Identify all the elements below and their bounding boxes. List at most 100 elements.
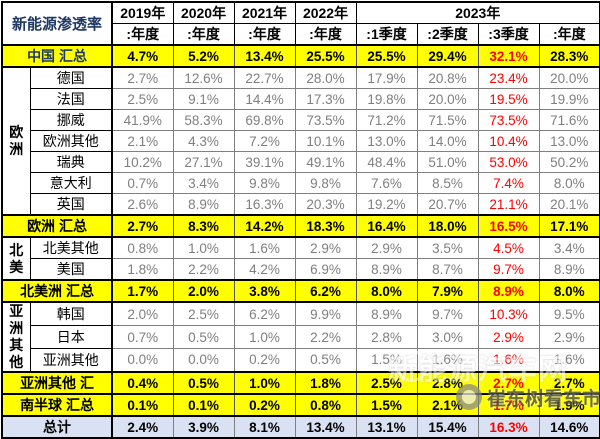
- value-cell-north-america-other-1: 1.0%: [172, 236, 235, 259]
- row-label-asia-other: 亚洲其他: [29, 347, 114, 373]
- value-cell-italy-2: 9.8%: [233, 172, 296, 194]
- row-label-southern-hemisphere-total: 南半球 汇总: [1, 393, 114, 417]
- row-label-china-total: 中国 汇总: [1, 44, 114, 68]
- value-cell-uk-2: 16.3%: [233, 193, 296, 216]
- value-cell-usa-2: 4.2%: [233, 258, 296, 281]
- year-header-2020: 2020年: [172, 1, 235, 24]
- value-cell-italy-7: 8.0%: [538, 172, 600, 194]
- value-cell-sweden-3: 49.1%: [294, 151, 357, 173]
- value-cell-north-america-other-0: 0.8%: [111, 236, 174, 259]
- value-cell-china-total-1: 5.2%: [172, 44, 235, 68]
- value-cell-italy-4: 7.6%: [355, 172, 418, 194]
- value-cell-norway-1: 58.3%: [172, 109, 235, 131]
- row-label-germany: 德国: [29, 66, 114, 89]
- region-group-label-korea: 亚洲其他: [1, 301, 31, 373]
- table-body: 中国 汇总 4.7% 5.2% 13.4% 25.5% 25.5% 29.4% 32.1% 28…: [1, 44, 600, 439]
- value-cell-southern-hemisphere-total-4: 1.5%: [355, 393, 418, 417]
- value-cell-japan-6: 2.9%: [477, 325, 540, 349]
- value-cell-grand-total-3: 13.4%: [294, 415, 357, 439]
- value-cell-europe-total-1: 8.3%: [172, 214, 235, 238]
- header-row-years: 新能源渗透率 2019年 2020年 2021年 2022年 2023年: [1, 1, 600, 46]
- value-cell-asia-other-total-2: 1.0%: [233, 371, 296, 395]
- table-title: 新能源渗透率: [1, 1, 114, 46]
- value-cell-europe-other-0: 2.1%: [111, 130, 174, 152]
- value-cell-grand-total-2: 8.1%: [233, 415, 296, 439]
- period-header: :2季度: [416, 23, 479, 46]
- value-cell-china-total-2: 13.4%: [233, 44, 296, 68]
- value-cell-usa-6: 9.7%: [477, 258, 540, 281]
- table-row-europe-total: 欧洲 汇总 2.7% 8.3% 14.2% 18.3% 16.4% 18.0% 16.5% 17…: [1, 214, 600, 238]
- value-cell-germany-0: 2.7%: [111, 66, 174, 89]
- value-cell-southern-hemisphere-total-2: 0.2%: [233, 393, 296, 417]
- value-cell-europe-other-6: 10.4%: [477, 130, 540, 152]
- period-header: :年度: [111, 23, 174, 46]
- table-row-southern-hemisphere-total: 南半球 汇总 0.1% 0.1% 0.2% 0.8% 1.5% 2.1% 1.7% 1.9%: [1, 393, 600, 417]
- value-cell-southern-hemisphere-total-5: 2.1%: [416, 393, 479, 417]
- value-cell-europe-total-6: 16.5%: [477, 214, 540, 238]
- value-cell-china-total-7: 28.3%: [538, 44, 600, 68]
- value-cell-uk-6: 21.1%: [477, 193, 540, 216]
- value-cell-uk-1: 8.9%: [172, 193, 235, 216]
- value-cell-southern-hemisphere-total-0: 0.1%: [111, 393, 174, 417]
- value-cell-europe-other-7: 13.0%: [538, 130, 600, 152]
- table-row-italy: 意大利 0.7% 3.4% 9.8% 9.8% 7.6% 8.5% 7.4% 8.0%: [2, 172, 600, 194]
- value-cell-norway-6: 73.5%: [477, 109, 540, 131]
- value-cell-italy-3: 9.8%: [294, 172, 357, 194]
- row-label-italy: 意大利: [29, 172, 114, 194]
- value-cell-europe-other-5: 14.0%: [416, 130, 479, 152]
- value-cell-japan-0: 0.7%: [111, 325, 174, 349]
- table-row-grand-total: 总计 2.4% 3.9% 8.1% 13.4% 13.1% 15.4% 16.3% 14.6%: [1, 415, 600, 439]
- value-cell-north-america-other-6: 4.5%: [477, 236, 540, 259]
- value-cell-southern-hemisphere-total-3: 0.8%: [294, 393, 357, 417]
- value-cell-sweden-7: 50.2%: [538, 151, 600, 173]
- value-cell-north-america-total-4: 8.0%: [355, 279, 418, 303]
- row-label-north-america-other: 北美其他: [29, 236, 114, 259]
- value-cell-korea-4: 8.9%: [355, 301, 418, 327]
- value-cell-japan-5: 3.0%: [416, 325, 479, 349]
- value-cell-usa-1: 2.2%: [172, 258, 235, 281]
- period-header: :3季度: [477, 23, 540, 46]
- value-cell-north-america-total-2: 3.8%: [233, 279, 296, 303]
- value-cell-norway-0: 41.9%: [111, 109, 174, 131]
- value-cell-italy-5: 8.5%: [416, 172, 479, 194]
- value-cell-north-america-other-4: 2.9%: [355, 236, 418, 259]
- row-label-korea: 韩国: [29, 301, 114, 327]
- value-cell-north-america-other-3: 2.9%: [294, 236, 357, 259]
- value-cell-korea-0: 2.0%: [111, 301, 174, 327]
- value-cell-grand-total-0: 2.4%: [111, 415, 174, 439]
- table-row-korea: 亚洲其他 韩国 2.0% 2.5% 6.2% 9.9% 8.9% 9.7% 10.3% 9.5%: [1, 301, 600, 373]
- value-cell-china-total-3: 25.5%: [294, 44, 357, 68]
- year-header-2021: 2021年: [233, 1, 296, 24]
- table-row-usa: 美国 1.8% 2.2% 4.2% 6.9% 8.9% 8.7% 9.7% 8.9%: [2, 258, 600, 281]
- value-cell-southern-hemisphere-total-1: 0.1%: [172, 393, 235, 417]
- value-cell-grand-total-4: 13.1%: [355, 415, 418, 439]
- table-row-north-america-total: 北美洲 汇总 1.7% 2.0% 3.8% 6.2% 8.0% 7.9% 8.9% 8.0%: [1, 279, 600, 303]
- row-label-norway: 挪威: [29, 109, 114, 131]
- value-cell-usa-3: 6.9%: [294, 258, 357, 281]
- period-header: :年度: [172, 23, 235, 46]
- period-header: :年度: [294, 23, 357, 46]
- value-cell-norway-2: 69.8%: [233, 109, 296, 131]
- value-cell-france-1: 9.1%: [172, 88, 235, 110]
- value-cell-china-total-6: 32.1%: [477, 44, 540, 68]
- value-cell-italy-1: 3.4%: [172, 172, 235, 194]
- row-label-sweden: 瑞典: [29, 151, 114, 173]
- value-cell-china-total-5: 29.4%: [416, 44, 479, 68]
- value-cell-france-4: 19.8%: [355, 88, 418, 110]
- value-cell-asia-other-1: 0.0%: [172, 347, 235, 373]
- value-cell-europe-total-2: 14.2%: [233, 214, 296, 238]
- value-cell-asia-other-5: 1.6%: [416, 347, 479, 373]
- table-row-norway: 挪威 41.9% 58.3% 69.8% 73.5% 71.2% 71.5% 73.5% 71.…: [2, 109, 600, 131]
- value-cell-grand-total-6: 16.3%: [477, 415, 540, 439]
- value-cell-north-america-total-7: 8.0%: [538, 279, 600, 303]
- period-header: :年度: [233, 23, 296, 46]
- value-cell-southern-hemisphere-total-7: 1.9%: [538, 393, 600, 417]
- year-header-2023: 2023年: [355, 1, 600, 24]
- value-cell-japan-7: 2.9%: [538, 325, 600, 349]
- value-cell-grand-total-5: 15.4%: [416, 415, 479, 439]
- value-cell-asia-other-0: 0.0%: [111, 347, 174, 373]
- value-cell-japan-3: 2.2%: [294, 325, 357, 349]
- table-row-asia-other-total: 亚洲其他 汇 0.4% 0.5% 1.0% 1.8% 2.5% 2.8% 2.7% 2.7%: [1, 371, 600, 395]
- value-cell-asia-other-4: 1.5%: [355, 347, 418, 373]
